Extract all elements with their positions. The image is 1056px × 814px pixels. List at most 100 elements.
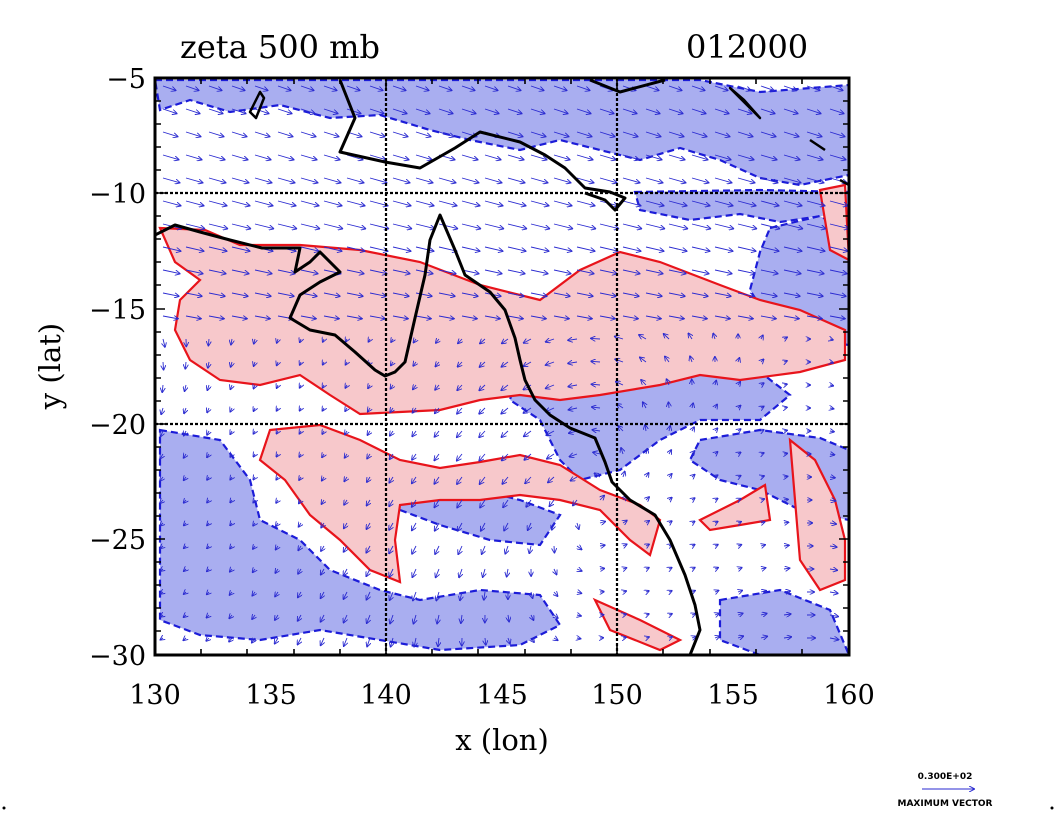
wind-vector bbox=[483, 568, 485, 577]
wind-vector bbox=[461, 614, 462, 623]
wind-vector bbox=[806, 131, 822, 137]
wind-vector bbox=[346, 200, 365, 206]
wind-vector bbox=[645, 108, 660, 113]
wind-vector bbox=[413, 385, 416, 389]
wind-vector bbox=[668, 316, 684, 319]
wind-vector bbox=[576, 200, 595, 206]
wind-vector bbox=[600, 496, 604, 500]
wind-vector bbox=[829, 569, 837, 570]
wind-vector bbox=[576, 177, 594, 183]
wind-vector bbox=[323, 200, 342, 206]
wind-vector bbox=[230, 477, 232, 480]
wind-vector bbox=[160, 638, 163, 640]
wind-vector bbox=[438, 85, 452, 90]
wind-vector bbox=[479, 384, 486, 390]
wind-vector bbox=[277, 385, 278, 388]
wind-vector bbox=[185, 85, 199, 90]
wind-vector bbox=[502, 361, 509, 367]
wind-vector bbox=[530, 177, 548, 183]
wind-vector bbox=[457, 499, 463, 508]
wind-vector bbox=[412, 545, 416, 554]
wind-vector bbox=[576, 269, 594, 274]
wind-vector bbox=[692, 403, 693, 408]
wind-vector bbox=[623, 591, 626, 592]
x-tick-label: 150 bbox=[591, 680, 643, 711]
vector-legend: 0.300E+02 MAXIMUM VECTOR bbox=[897, 772, 992, 809]
wind-vector bbox=[737, 316, 753, 319]
wind-vector bbox=[714, 223, 733, 229]
wind-vector bbox=[576, 131, 592, 137]
wind-vector bbox=[254, 339, 255, 344]
wind-vector bbox=[392, 223, 411, 229]
wind-vector bbox=[501, 384, 509, 390]
coastline-island-north bbox=[248, 90, 266, 120]
x-tick-label: 160 bbox=[823, 680, 875, 711]
wind-vector bbox=[230, 500, 232, 502]
wind-vector bbox=[668, 292, 685, 296]
wind-vector bbox=[568, 362, 578, 363]
wind-vector bbox=[645, 177, 663, 183]
wind-vector bbox=[390, 453, 393, 459]
wind-vector bbox=[277, 269, 295, 274]
wind-vector bbox=[391, 362, 393, 365]
wind-vector bbox=[479, 407, 486, 414]
wind-vector bbox=[829, 500, 835, 501]
wind-vector bbox=[576, 246, 595, 251]
wind-vector-field bbox=[160, 85, 848, 647]
wind-vector bbox=[691, 177, 709, 183]
y-tick-label: −5 bbox=[106, 64, 146, 95]
wind-vector bbox=[622, 269, 640, 274]
wind-vector bbox=[714, 269, 732, 274]
wind-vector bbox=[829, 477, 835, 478]
wind-vector bbox=[300, 223, 319, 229]
wind-vector bbox=[502, 339, 509, 343]
wind-vector bbox=[531, 614, 534, 620]
wind-vector bbox=[761, 499, 764, 500]
wind-vector bbox=[346, 246, 365, 251]
wind-vector bbox=[528, 522, 531, 530]
wind-vector bbox=[760, 292, 777, 296]
wind-vector bbox=[568, 339, 578, 340]
wind-vector bbox=[480, 339, 486, 343]
wind-vector bbox=[783, 85, 797, 90]
wind-vector bbox=[669, 426, 670, 432]
wind-vector bbox=[554, 615, 558, 618]
wind-vector bbox=[368, 339, 370, 342]
wind-vector bbox=[548, 476, 555, 482]
wind-vector bbox=[438, 200, 457, 206]
wind-vector bbox=[366, 591, 370, 600]
wind-vector bbox=[577, 546, 582, 549]
wind-vector bbox=[231, 177, 249, 183]
wind-vector bbox=[592, 407, 601, 408]
wind-vector bbox=[277, 223, 296, 229]
wind-vector bbox=[461, 246, 480, 251]
wind-vector bbox=[484, 200, 503, 206]
y-tick-label: −10 bbox=[89, 179, 146, 210]
wind-vector bbox=[571, 477, 578, 481]
coastline-new-guinea bbox=[338, 79, 627, 212]
wind-vector bbox=[254, 223, 273, 229]
wind-vector bbox=[646, 544, 649, 546]
wind-vector bbox=[715, 452, 718, 454]
wind-vector bbox=[553, 223, 572, 229]
wind-vector bbox=[438, 269, 456, 274]
wind-vector bbox=[573, 499, 577, 505]
wind-vector bbox=[461, 316, 477, 319]
wind-vector bbox=[207, 477, 209, 480]
wind-vector bbox=[277, 85, 291, 90]
wind-vector bbox=[761, 383, 764, 385]
wind-vector bbox=[184, 569, 186, 571]
wind-vector bbox=[254, 200, 273, 206]
wind-vector bbox=[645, 85, 659, 90]
wind-vector bbox=[692, 568, 695, 569]
wind-vector bbox=[253, 408, 255, 411]
wind-vector bbox=[737, 131, 753, 137]
wind-vector bbox=[253, 523, 255, 526]
wind-vector bbox=[254, 85, 268, 90]
wind-vector bbox=[570, 454, 578, 457]
wind-vector bbox=[715, 568, 718, 569]
wind-vector bbox=[277, 362, 278, 365]
wind-vector bbox=[254, 362, 255, 366]
wind-vector bbox=[806, 246, 825, 251]
